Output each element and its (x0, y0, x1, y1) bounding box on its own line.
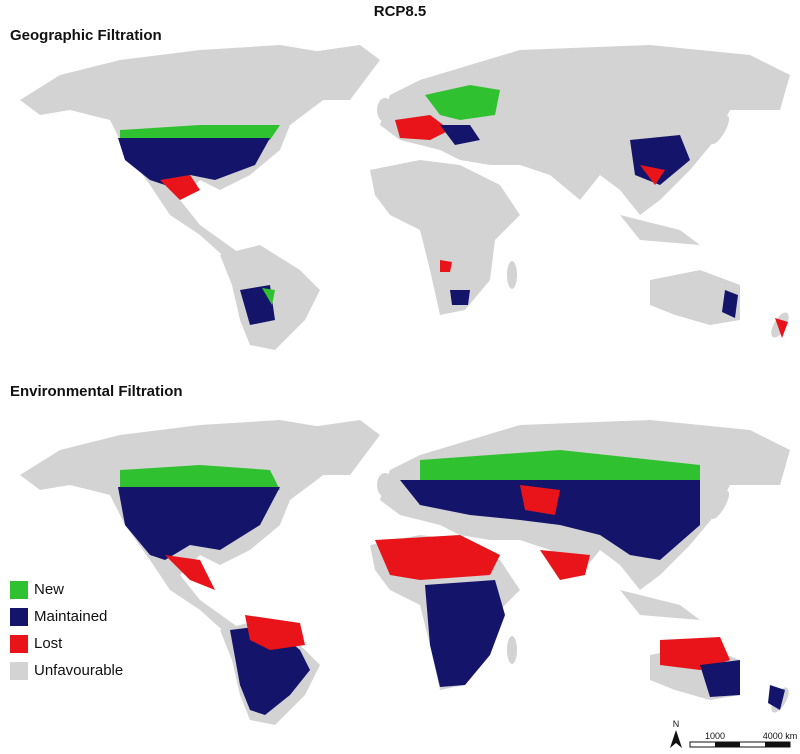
north-label: N (673, 719, 680, 729)
legend-swatch (10, 635, 28, 653)
scale-label: 1000 (705, 731, 725, 741)
range-patches (118, 450, 785, 715)
scale-label: 4000 km (763, 731, 798, 741)
legend-label: Unfavourable (34, 662, 123, 679)
north-arrow (670, 730, 682, 748)
scale-bar-segment (715, 742, 740, 747)
legend-swatch (10, 662, 28, 680)
world-map (20, 45, 792, 350)
scale-bar-segment (765, 742, 790, 747)
panel-title: Geographic Filtration (10, 27, 162, 44)
legend-swatch (10, 608, 28, 626)
legend-swatch (10, 581, 28, 599)
legend-label: Lost (34, 635, 63, 652)
figure-title: RCP8.5 (374, 3, 427, 20)
legend-label: New (34, 581, 64, 598)
scale-bar: N 1000 4000 km (670, 719, 797, 748)
legend: New Maintained Lost Unfavourable (10, 581, 123, 680)
panel-title: Environmental Filtration (10, 383, 183, 400)
map-panel: Environmental Filtration (10, 383, 792, 725)
range-patches (118, 85, 788, 338)
map-panel: Geographic Filtration (10, 27, 792, 350)
legend-label: Maintained (34, 608, 107, 625)
